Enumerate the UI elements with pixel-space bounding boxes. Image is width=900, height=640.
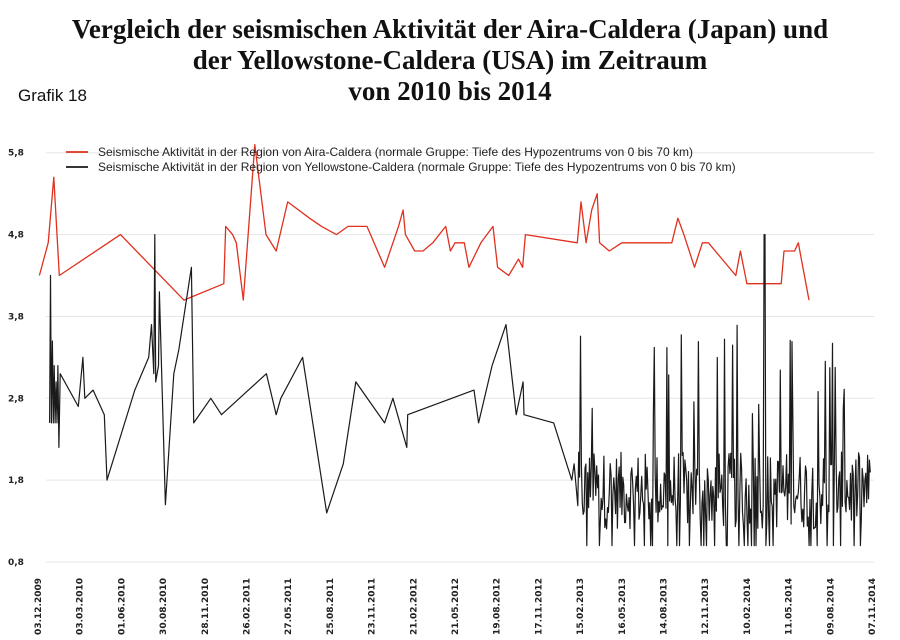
x-tick-label: 21.05.2012 [451,578,461,635]
x-tick-label: 25.08.2011 [326,578,336,635]
x-tick-label: 17.11.2012 [534,578,544,635]
y-tick-label: 5,8 [8,149,24,159]
legend-label: Seismische Aktivität in der Region von A… [98,145,693,159]
x-tick-label: 01.06.2010 [117,578,127,635]
y-tick-label: 4,8 [8,231,24,241]
series-line-yellowstone [49,234,871,547]
x-tick-label: 09.08.2014 [826,578,836,635]
title-line: Vergleich der seismischen Aktivität der … [71,14,829,44]
chart-title: Vergleich der seismischen Aktivität der … [0,14,900,107]
y-tick-label: 2,8 [8,394,24,404]
title-line: von 2010 bis 2014 [348,76,552,106]
x-tick-label: 10.02.2014 [743,578,753,635]
y-tick-label: 1,8 [8,476,24,486]
x-tick-label: 14.08.2013 [660,578,670,635]
y-tick-label: 3,8 [8,312,24,322]
legend: Seismische Aktivität in der Region von A… [66,145,736,174]
x-tick-label: 03.12.2009 [34,578,44,635]
x-tick-label: 28.11.2010 [201,578,211,635]
x-tick-label: 07.11.2014 [868,578,878,635]
legend-label: Seismische Aktivität in der Region von Y… [98,160,736,174]
x-tick-label: 27.05.2011 [284,578,294,635]
x-tick-label: 19.08.2012 [493,578,503,635]
x-tick-label: 12.11.2013 [701,578,711,635]
axis-layer: 0,8 1,8 2,8 3,8 4,8 5,8 03.12.2009 03.03.2010 01… [8,149,878,635]
series-layer [38,143,871,547]
x-tick-label: 16.05.2013 [618,578,628,635]
y-tick-label: 0,8 [8,558,24,568]
figure-number: Grafik 18 [18,86,87,105]
series-line-aira [38,143,810,301]
x-tick-label: 21.02.2012 [409,578,419,635]
x-tick-label: 11.05.2014 [785,578,795,635]
x-tick-label: 26.02.2011 [243,578,253,635]
x-tick-label: 30.08.2010 [159,578,169,635]
x-tick-label: 15.02.2013 [576,578,586,635]
x-tick-label: 03.03.2010 [76,578,86,635]
title-line: der Yellowstone-Caldera (USA) im Zeitrau… [192,45,708,75]
x-tick-label: 23.11.2011 [368,578,378,635]
grid-layer [46,152,874,563]
